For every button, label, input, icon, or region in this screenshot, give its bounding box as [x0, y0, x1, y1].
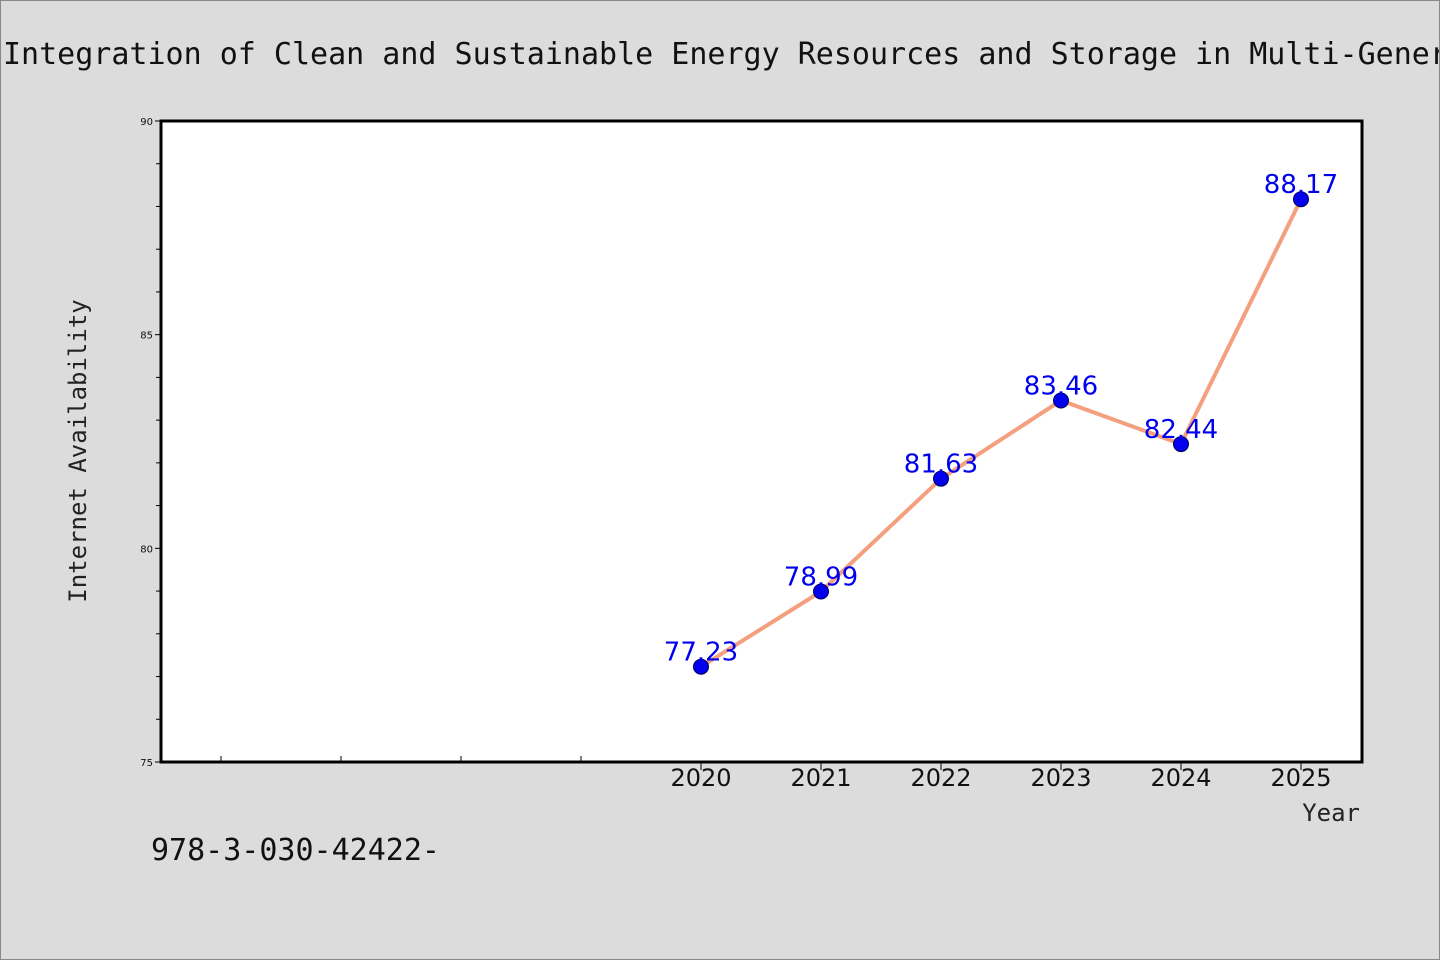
- y-tick-label: 75: [140, 758, 153, 769]
- y-tick-label: 90: [140, 117, 153, 128]
- data-label: 77.23: [664, 638, 738, 668]
- x-axis-ticks: 2020 2021 2022 2023 2024 2025: [220, 756, 1332, 792]
- x-axis-label: Year: [1302, 799, 1360, 827]
- data-label: 78.99: [784, 562, 858, 592]
- series-line: [699, 197, 1303, 669]
- data-point: [1053, 392, 1069, 409]
- data-point: [1293, 191, 1309, 208]
- x-tick-label: 2021: [790, 764, 851, 792]
- x-tick-label: 2025: [1270, 764, 1331, 792]
- x-tick-label: 2023: [1030, 764, 1091, 792]
- series-group: 77.23 78.99 81.63 83.46 82.44 88.17: [664, 170, 1338, 675]
- y-axis-ticks: 75 80 85 90: [140, 117, 161, 769]
- data-label: 82.44: [1144, 415, 1218, 445]
- data-point: [813, 583, 829, 600]
- x-tick-label: 2020: [670, 764, 731, 792]
- x-tick-label: 2022: [910, 764, 971, 792]
- plot-area: [159, 119, 1364, 764]
- chart-title: Integration of Clean and Sustainable Ene…: [3, 37, 1439, 72]
- data-label: 83.46: [1024, 371, 1098, 401]
- data-label: 88.17: [1264, 170, 1338, 200]
- x-tick-label: 2024: [1150, 764, 1211, 792]
- data-point: [933, 470, 949, 487]
- data-label: 81.63: [904, 450, 978, 480]
- y-tick-label: 85: [140, 331, 153, 342]
- footer-note: 978-3-030-42422-: [151, 833, 440, 868]
- data-point: [1173, 436, 1189, 453]
- y-tick-label: 80: [140, 544, 153, 555]
- data-point: [693, 658, 709, 675]
